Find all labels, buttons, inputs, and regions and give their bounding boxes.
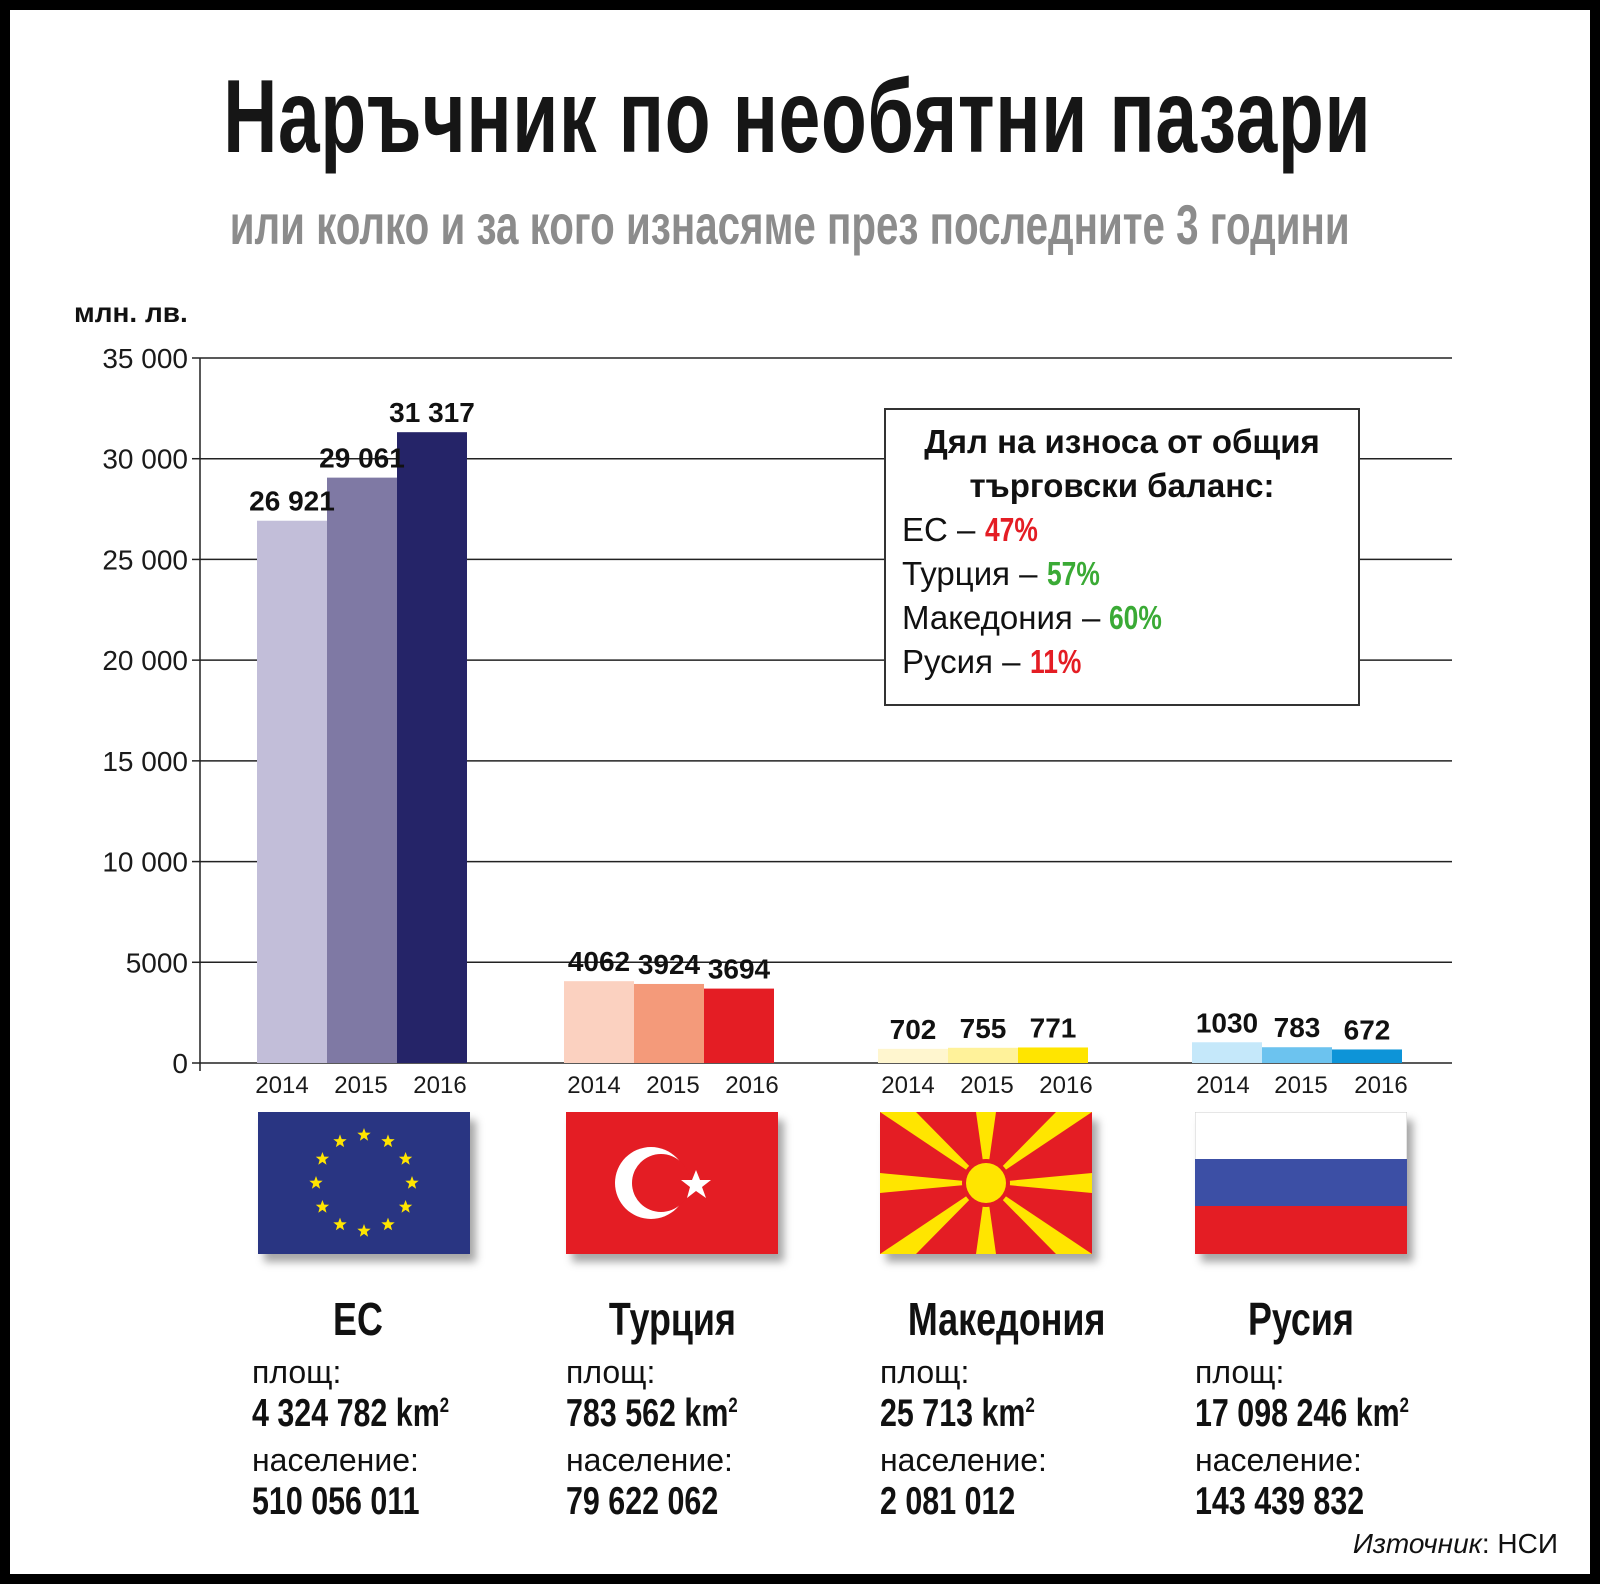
population-label: население: [880,1442,1047,1478]
data-label: 31 317 [389,397,475,428]
star-icon [381,1134,395,1148]
star-icon [315,1152,330,1165]
legend-item-turkey: Турция – 57% [886,552,1358,596]
star-icon [357,1128,371,1141]
y-axis-title: млн. лв. [74,297,188,328]
legend-item-russia: Русия – 11% [886,640,1358,684]
x-tick-label: 2015 [1274,1072,1327,1099]
bar [564,981,634,1063]
x-tick-label: 2014 [1196,1072,1249,1099]
bar [397,432,467,1063]
bar [1262,1047,1332,1063]
country-name: Русия [1248,1293,1354,1345]
population-label: население: [252,1442,419,1478]
bar [634,983,704,1063]
bar [878,1048,948,1063]
x-tick-label: 2015 [646,1072,699,1099]
legend-item-macedonia: Македония – 60% [886,596,1358,640]
data-label: 26 921 [249,486,335,517]
y-tick-label: 35 000 [102,343,188,374]
turkey-flag [566,1112,778,1254]
legend-value: 47% [984,511,1038,548]
area-label: площ: [566,1354,656,1390]
x-tick-label: 2015 [960,1072,1013,1099]
area-label: площ: [252,1354,342,1390]
area-value: 783 562 km2 [566,1392,738,1435]
area-value: 4 324 782 km2 [252,1392,450,1435]
star-icon [333,1134,347,1148]
y-tick-label: 0 [172,1048,188,1079]
data-label: 702 [890,1014,937,1045]
country-name: Македония [907,1293,1106,1345]
x-tick-label: 2016 [1039,1072,1092,1099]
eu-flag [258,1112,470,1254]
source-note: Източник: НСИ [1352,1528,1558,1559]
x-tick-label: 2016 [725,1072,778,1099]
star-icon [398,1152,413,1165]
russia-flag [1195,1112,1407,1254]
bar [1018,1047,1088,1063]
star-icon [333,1217,347,1231]
bar [704,988,774,1063]
x-tick-label: 2015 [334,1072,387,1099]
x-tick-label: 2016 [413,1072,466,1099]
country-name: ЕС [333,1293,383,1345]
page-title: Наръчник по необятни пазари [223,59,1372,175]
y-tick-label: 15 000 [102,746,188,777]
star-icon [381,1217,395,1231]
data-label: 783 [1274,1012,1321,1043]
population-label: население: [566,1442,733,1478]
y-tick-label: 25 000 [102,544,188,575]
y-tick-label: 30 000 [102,444,188,475]
x-tick-label: 2014 [567,1072,620,1099]
population-value: 510 056 011 [252,1480,420,1523]
country-name: Турция [608,1293,736,1345]
data-label: 29 061 [319,443,405,474]
data-label: 672 [1344,1014,1391,1045]
area-label: площ: [1195,1354,1285,1390]
bar [948,1047,1018,1063]
population-label: население: [1195,1442,1362,1478]
x-tick-label: 2016 [1354,1072,1407,1099]
population-value: 143 439 832 [1195,1480,1365,1523]
area-value: 25 713 km2 [880,1392,1035,1435]
y-tick-label: 5000 [126,947,188,978]
y-tick-label: 10 000 [102,847,188,878]
data-label: 771 [1030,1012,1077,1043]
legend-value: 60% [1109,599,1163,636]
star-icon [315,1200,330,1213]
macedonia-flag [880,1112,1092,1254]
bar [257,520,327,1063]
data-label: 3924 [638,949,701,980]
y-tick-label: 20 000 [102,645,188,676]
population-value: 79 622 062 [566,1480,719,1523]
x-tick-label: 2014 [881,1072,934,1099]
data-label: 1030 [1196,1007,1258,1038]
data-label: 3694 [708,954,771,985]
area-label: площ: [880,1354,970,1390]
legend-value: 11% [1029,643,1082,680]
star-icon [398,1200,413,1213]
data-label: 755 [960,1013,1007,1044]
bar [1192,1042,1262,1063]
bar [327,477,397,1063]
legend-value: 57% [1046,555,1100,592]
page-subtitle: или колко и за кого изнасяме през послед… [230,193,1350,256]
bar-chart: млн. лв. 0 5000 10 000 15 000 20 000 25 000 30 … [74,297,1452,1099]
legend-title: Дял на износа от общия търговски баланс: [924,423,1320,504]
population-value: 2 081 012 [880,1480,1016,1523]
legend-item-eu: ЕС – 47% [886,508,1358,552]
star-icon [405,1176,419,1189]
bar [1332,1049,1402,1063]
legend-box: Дял на износа от общия търговски баланс:… [884,408,1360,706]
data-label: 4062 [568,946,630,977]
star-icon [357,1224,371,1237]
area-value: 17 098 246 km2 [1195,1392,1409,1435]
x-tick-label: 2014 [255,1072,308,1099]
star-icon [309,1176,323,1189]
